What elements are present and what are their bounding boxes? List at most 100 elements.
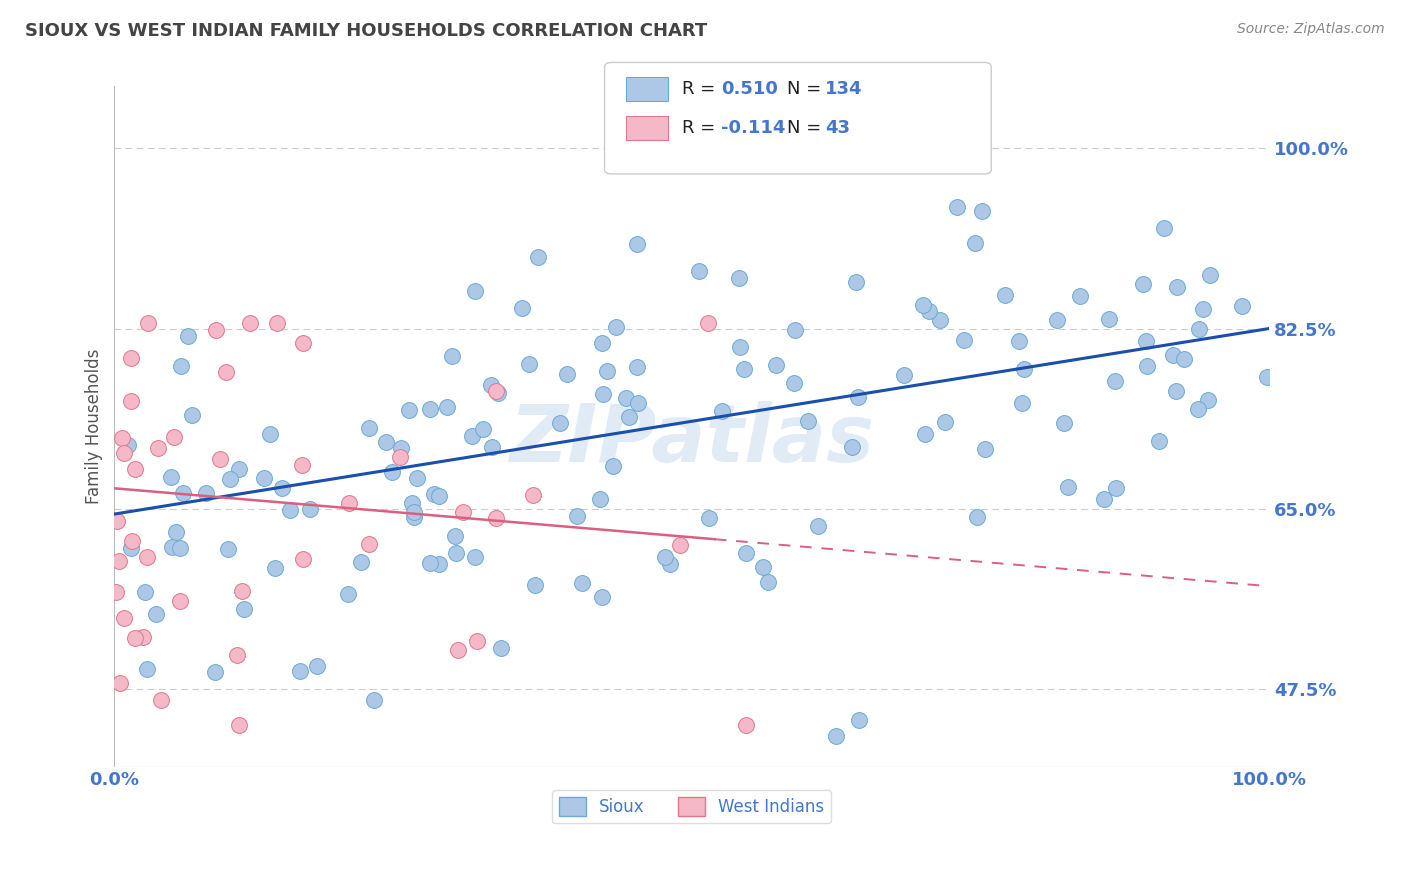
Point	[253, 471, 276, 485]
Point	[465, 633, 488, 648]
Point	[1069, 288, 1091, 302]
Text: 0.510: 0.510	[721, 80, 778, 98]
Point	[112, 611, 135, 625]
Point	[1199, 268, 1222, 282]
Point	[1164, 384, 1187, 398]
Point	[266, 317, 288, 331]
Point	[914, 426, 936, 441]
Point	[728, 271, 751, 285]
Point	[481, 440, 503, 454]
Point	[444, 529, 467, 543]
Point	[565, 509, 588, 524]
Point	[555, 367, 578, 381]
Point	[461, 429, 484, 443]
Point	[350, 555, 373, 569]
Text: R =: R =	[682, 120, 716, 137]
Point	[163, 430, 186, 444]
Point	[357, 537, 380, 551]
Point	[1135, 334, 1157, 348]
Point	[571, 576, 593, 591]
Point	[436, 400, 458, 414]
Point	[447, 643, 470, 657]
Legend: Sioux, West Indians: Sioux, West Indians	[553, 790, 831, 822]
Point	[1053, 416, 1076, 430]
Point	[1008, 334, 1031, 348]
Point	[105, 585, 128, 599]
Point	[1098, 312, 1121, 326]
Point	[307, 659, 329, 673]
Point	[402, 504, 425, 518]
Point	[1173, 352, 1195, 367]
Point	[669, 538, 692, 552]
Point	[165, 525, 187, 540]
Point	[291, 552, 314, 566]
Point	[614, 391, 637, 405]
Point	[527, 250, 550, 264]
Point	[973, 442, 995, 456]
Point	[589, 492, 612, 507]
Point	[517, 357, 540, 371]
Point	[239, 317, 262, 331]
Point	[848, 390, 870, 404]
Point	[446, 546, 468, 560]
Point	[215, 365, 238, 379]
Point	[1187, 401, 1209, 416]
Point	[135, 662, 157, 676]
Point	[1105, 481, 1128, 495]
Point	[337, 495, 360, 509]
Point	[117, 438, 139, 452]
Point	[627, 395, 650, 409]
Point	[1232, 299, 1254, 313]
Point	[427, 489, 450, 503]
Point	[120, 394, 142, 409]
Point	[120, 351, 142, 365]
Point	[149, 692, 172, 706]
Point	[697, 317, 720, 331]
Point	[756, 575, 779, 590]
Point	[169, 541, 191, 555]
Text: SIOUX VS WEST INDIAN FAMILY HOUSEHOLDS CORRELATION CHART: SIOUX VS WEST INDIAN FAMILY HOUSEHOLDS C…	[25, 22, 707, 40]
Point	[918, 304, 941, 318]
Point	[783, 323, 806, 337]
Point	[228, 462, 250, 476]
Point	[994, 287, 1017, 301]
Point	[259, 426, 281, 441]
Point	[233, 601, 256, 615]
Point	[120, 541, 142, 555]
Point	[626, 237, 648, 252]
Y-axis label: Family Households: Family Households	[86, 349, 103, 504]
Point	[922, 139, 945, 153]
Point	[389, 441, 412, 455]
Point	[177, 328, 200, 343]
Point	[264, 560, 287, 574]
Point	[596, 364, 619, 378]
Point	[110, 675, 132, 690]
Point	[145, 607, 167, 621]
Point	[591, 590, 613, 604]
Point	[1153, 220, 1175, 235]
Point	[970, 203, 993, 218]
Point	[728, 340, 751, 354]
Point	[548, 416, 571, 430]
Point	[169, 359, 191, 374]
Point	[172, 485, 194, 500]
Point	[363, 692, 385, 706]
Point	[602, 458, 624, 473]
Point	[374, 434, 396, 449]
Point	[135, 549, 157, 564]
Point	[124, 461, 146, 475]
Point	[626, 359, 648, 374]
Point	[464, 284, 486, 298]
Point	[733, 362, 755, 376]
Point	[734, 718, 756, 732]
Point	[169, 594, 191, 608]
Point	[228, 718, 250, 732]
Point	[617, 409, 640, 424]
Point	[1197, 392, 1219, 407]
Point	[204, 665, 226, 680]
Point	[398, 403, 420, 417]
Point	[231, 584, 253, 599]
Point	[953, 334, 976, 348]
Point	[472, 422, 495, 436]
Point	[591, 336, 613, 351]
